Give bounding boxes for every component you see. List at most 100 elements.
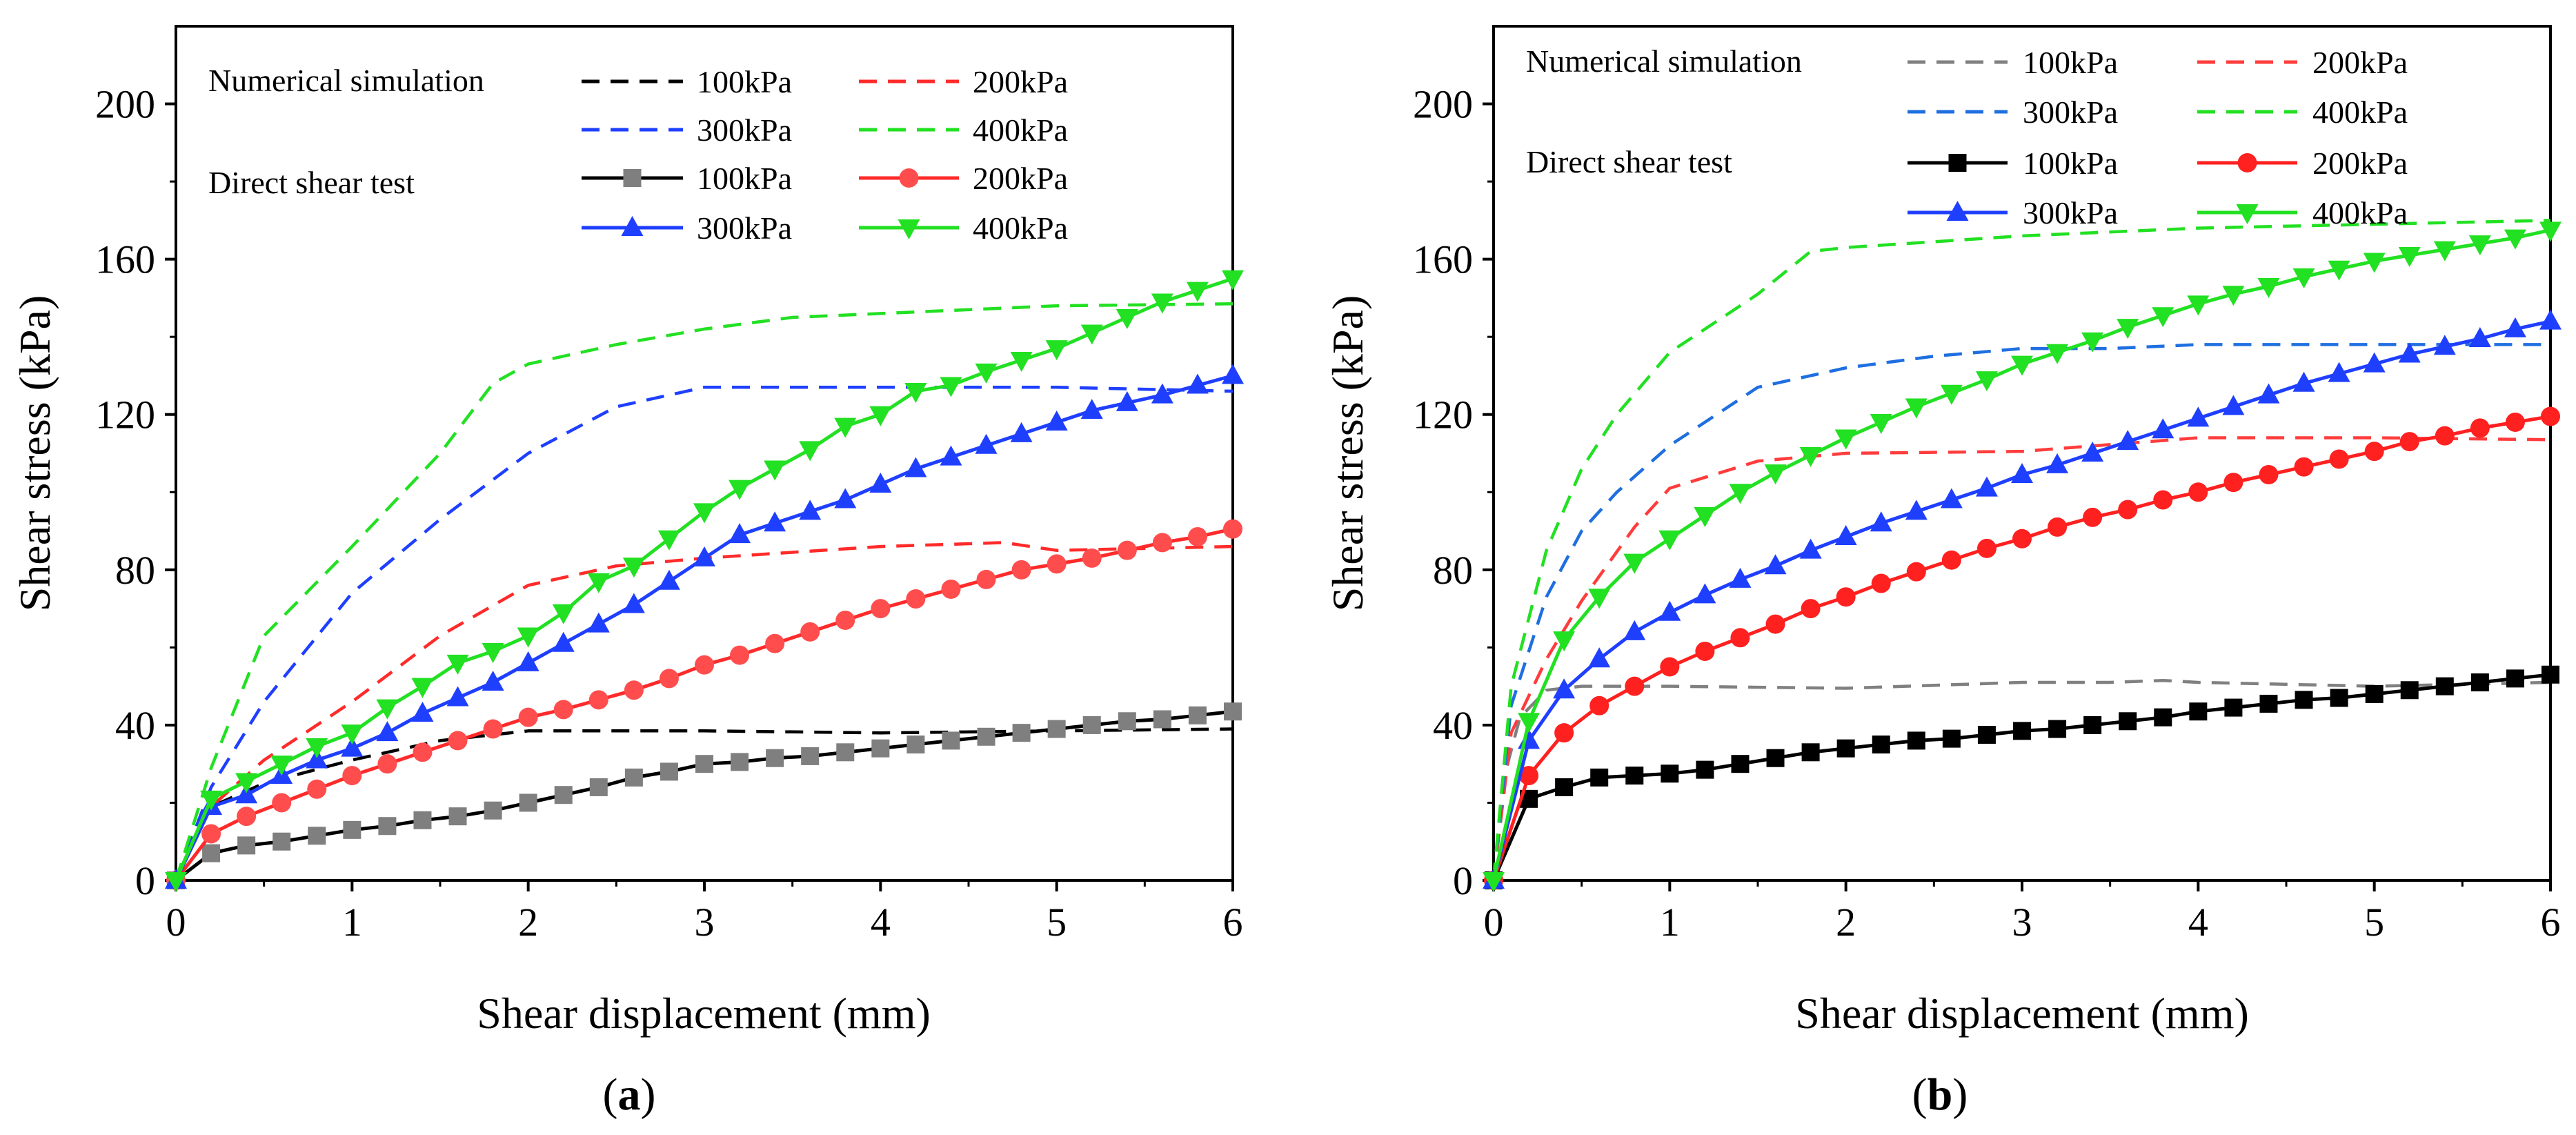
data-point xyxy=(1224,702,1242,721)
data-point xyxy=(2292,268,2315,288)
legend-label: 100kPa xyxy=(2023,146,2118,181)
data-point xyxy=(975,433,998,454)
data-point xyxy=(446,686,469,707)
data-point xyxy=(2153,490,2173,510)
data-point xyxy=(2187,295,2210,316)
data-point xyxy=(1590,768,1609,787)
data-point xyxy=(2504,317,2526,337)
data-point xyxy=(764,511,786,532)
legend-heading-test: Direct shear test xyxy=(208,165,415,200)
test-line-400kPa xyxy=(174,277,1233,881)
data-point xyxy=(2117,319,2139,339)
data-point xyxy=(1047,720,1066,738)
data-point xyxy=(2328,362,2350,382)
data-point xyxy=(1588,647,1611,668)
data-point xyxy=(2187,406,2210,427)
data-point xyxy=(799,441,822,462)
test-line-200kPa xyxy=(1492,415,2551,881)
data-point xyxy=(2364,442,2384,462)
legend-label: 200kPa xyxy=(2312,146,2408,181)
data-point xyxy=(1222,364,1244,384)
data-point xyxy=(836,743,855,762)
legend-item: 300kPa xyxy=(1908,95,2118,130)
data-point xyxy=(1553,631,1576,652)
data-point xyxy=(1765,614,1785,634)
legend-item: 100kPa xyxy=(582,64,792,99)
legend-label: 300kPa xyxy=(2023,95,2118,130)
data-point xyxy=(2435,677,2454,695)
data-point xyxy=(624,768,643,787)
data-point xyxy=(624,680,644,700)
legend-label: 400kPa xyxy=(973,210,1068,246)
data-point xyxy=(2083,507,2103,527)
legend-label: 300kPa xyxy=(2023,195,2118,230)
data-point xyxy=(1151,383,1173,404)
data-point xyxy=(906,589,926,609)
data-point xyxy=(2048,517,2068,537)
data-point xyxy=(1010,422,1033,442)
legend-item: 200kPa xyxy=(859,161,1068,196)
data-point xyxy=(448,807,467,826)
data-point xyxy=(2505,412,2525,432)
x-tick-label-a: 5 xyxy=(1047,900,1067,945)
data-point xyxy=(869,473,892,493)
data-point xyxy=(2224,698,2243,717)
data-point xyxy=(200,790,223,811)
data-point xyxy=(869,406,892,426)
data-point xyxy=(2542,665,2559,684)
data-point xyxy=(1045,340,1068,361)
data-point xyxy=(201,824,221,844)
data-point xyxy=(731,753,749,771)
data-point xyxy=(306,738,328,758)
series-a-300kPa-simulation xyxy=(174,386,1233,881)
data-point xyxy=(1801,743,1820,762)
data-point xyxy=(1553,678,1576,699)
data-point xyxy=(446,654,469,675)
series-a-300kPa-test xyxy=(165,364,1244,889)
test-line-100kPa xyxy=(175,709,1233,882)
x-tick-label-a: 2 xyxy=(518,900,538,945)
data-point xyxy=(940,445,962,466)
legend-marker xyxy=(1946,201,1969,221)
data-point xyxy=(202,844,221,862)
data-point xyxy=(1623,620,1646,640)
data-point xyxy=(942,731,960,750)
data-point xyxy=(1116,391,1138,411)
data-point xyxy=(237,807,257,827)
data-point xyxy=(1905,398,1928,419)
data-point xyxy=(1625,767,1644,785)
data-point xyxy=(622,557,645,578)
series-b-400kPa-test xyxy=(1483,221,2562,892)
data-point xyxy=(764,460,786,481)
data-point xyxy=(1045,410,1068,431)
data-point xyxy=(1764,554,1787,575)
legend-item: 400kPa xyxy=(2197,95,2408,130)
data-point xyxy=(766,749,784,767)
legend-marker xyxy=(623,169,642,187)
legend-label: 300kPa xyxy=(697,112,792,148)
data-point xyxy=(1764,464,1787,485)
data-point xyxy=(482,671,504,691)
data-point xyxy=(2118,500,2138,520)
data-point xyxy=(2468,235,2491,256)
data-point xyxy=(2329,449,2349,469)
data-point xyxy=(1483,872,1505,892)
data-point xyxy=(1836,587,1856,607)
data-point xyxy=(341,736,364,757)
data-point xyxy=(1152,533,1172,553)
data-point xyxy=(306,748,328,769)
data-point xyxy=(871,739,890,758)
data-point xyxy=(552,604,575,624)
series-a-400kPa-test xyxy=(165,270,1244,892)
x-tick-label-b: 2 xyxy=(1836,900,1856,945)
data-point xyxy=(342,766,362,786)
legend-label: 200kPa xyxy=(2312,45,2408,80)
data-point xyxy=(270,756,293,776)
data-point xyxy=(1519,766,1539,786)
data-point xyxy=(2223,473,2243,493)
test-line-400kPa xyxy=(1492,228,2551,881)
data-point xyxy=(1731,755,1750,773)
x-tick-label-b: 0 xyxy=(1484,900,1504,945)
data-point xyxy=(2083,715,2102,734)
legend-heading-test: Direct shear test xyxy=(1526,144,1732,179)
